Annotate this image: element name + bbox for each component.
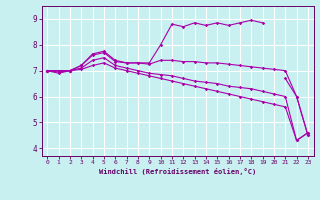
X-axis label: Windchill (Refroidissement éolien,°C): Windchill (Refroidissement éolien,°C) <box>99 168 256 175</box>
